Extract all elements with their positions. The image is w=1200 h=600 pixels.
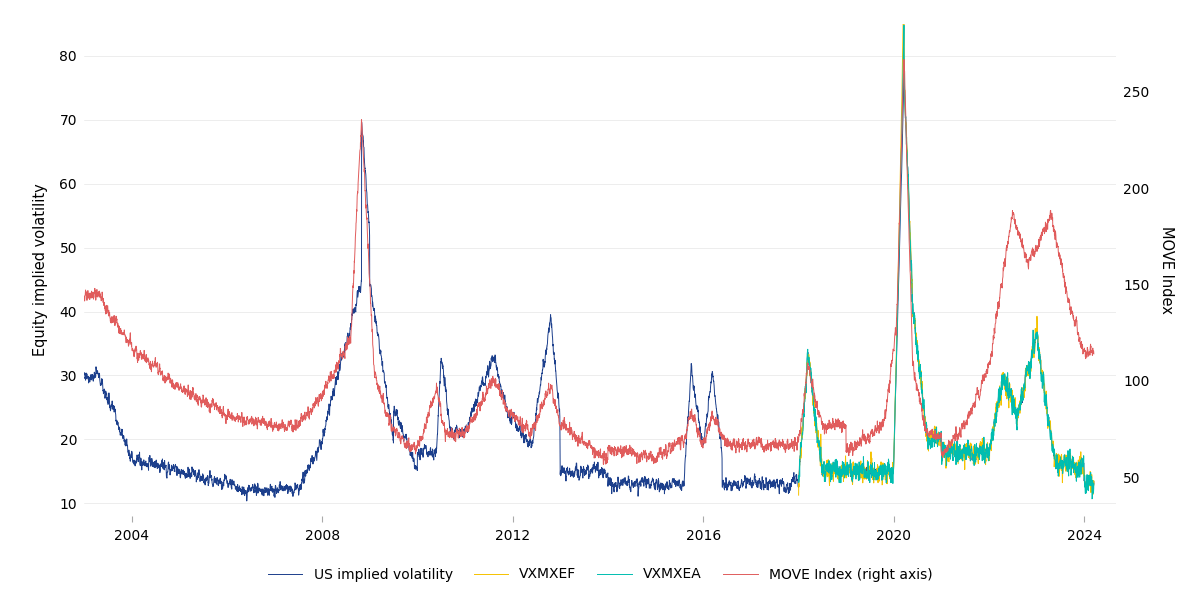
Line: VXMXEA: VXMXEA [799, 25, 1094, 499]
Y-axis label: Equity implied volatility: Equity implied volatility [34, 184, 48, 356]
Line: US implied volatility: US implied volatility [84, 74, 1094, 501]
Y-axis label: MOVE Index: MOVE Index [1159, 226, 1175, 314]
Legend: US implied volatility, VXMXEF, VXMXEA, MOVE Index (right axis): US implied volatility, VXMXEF, VXMXEA, M… [262, 562, 938, 587]
Line: VXMXEF: VXMXEF [799, 0, 1094, 495]
Line: MOVE Index (right axis): MOVE Index (right axis) [84, 59, 1094, 464]
